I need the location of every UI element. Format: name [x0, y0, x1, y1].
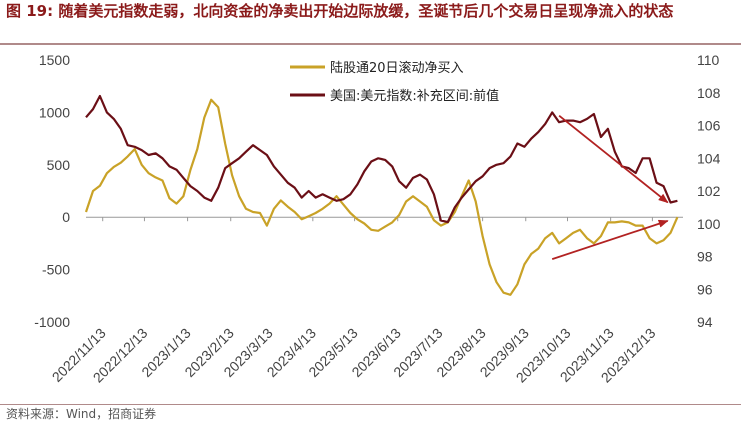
right-axis: 94 96 98 100 102 104 106 108 110	[697, 52, 721, 330]
y-right-tick-label: 110	[697, 52, 720, 68]
legend-label-dxy: 美国:美元指数:补充区间:前值	[330, 88, 499, 104]
uptrend-arrow-northbound	[551, 219, 669, 260]
y-right-tick-label: 94	[697, 314, 713, 330]
series-line-dxy	[85, 94, 678, 224]
figure-title: 图 19: 随着美元指数走弱，北向资金的净卖出开始边际放缓，圣诞节后几个交易日呈…	[6, 2, 736, 21]
y-left-tick-label: 0	[62, 209, 70, 225]
title-rule	[0, 43, 741, 45]
source-rule	[0, 404, 741, 405]
y-left-tick-label: -500	[42, 262, 70, 278]
source-note: 资料来源：Wind，招商证券	[6, 407, 157, 421]
y-right-tick-label: 106	[697, 118, 721, 134]
figure-title-text: : 随着美元指数走弱，北向资金的净卖出开始边际放缓，圣诞节后几个交易日呈现净流入…	[47, 2, 674, 20]
y-right-tick-label: 96	[697, 281, 713, 297]
downtrend-arrow-dxy	[558, 114, 669, 204]
left-axis: -1000 -500 0 500 1000 1500	[34, 52, 70, 330]
series-layer	[84, 94, 679, 296]
y-left-tick-label: 500	[47, 157, 71, 173]
legend: 陆股通20日滚动净买入 美国:美元指数:补充区间:前值	[290, 60, 499, 104]
figure-number: 19	[26, 2, 48, 20]
y-right-tick-label: 100	[697, 216, 721, 232]
y-left-tick-label: 1500	[39, 52, 70, 68]
legend-label-northbound: 陆股通20日滚动净买入	[330, 60, 464, 76]
y-right-tick-label: 104	[697, 150, 721, 166]
trend-arrows	[551, 114, 669, 260]
series-line-northbound	[84, 98, 679, 296]
y-right-tick-label: 108	[697, 85, 721, 101]
y-left-tick-label: 1000	[39, 104, 70, 120]
y-left-tick-label: -1000	[34, 314, 70, 330]
figure-label: 图	[6, 2, 27, 20]
x-axis: 2022/11/132022/12/132023/1/132023/2/1320…	[49, 217, 659, 386]
y-right-tick-label: 98	[697, 249, 713, 265]
y-right-tick-label: 102	[697, 183, 721, 199]
